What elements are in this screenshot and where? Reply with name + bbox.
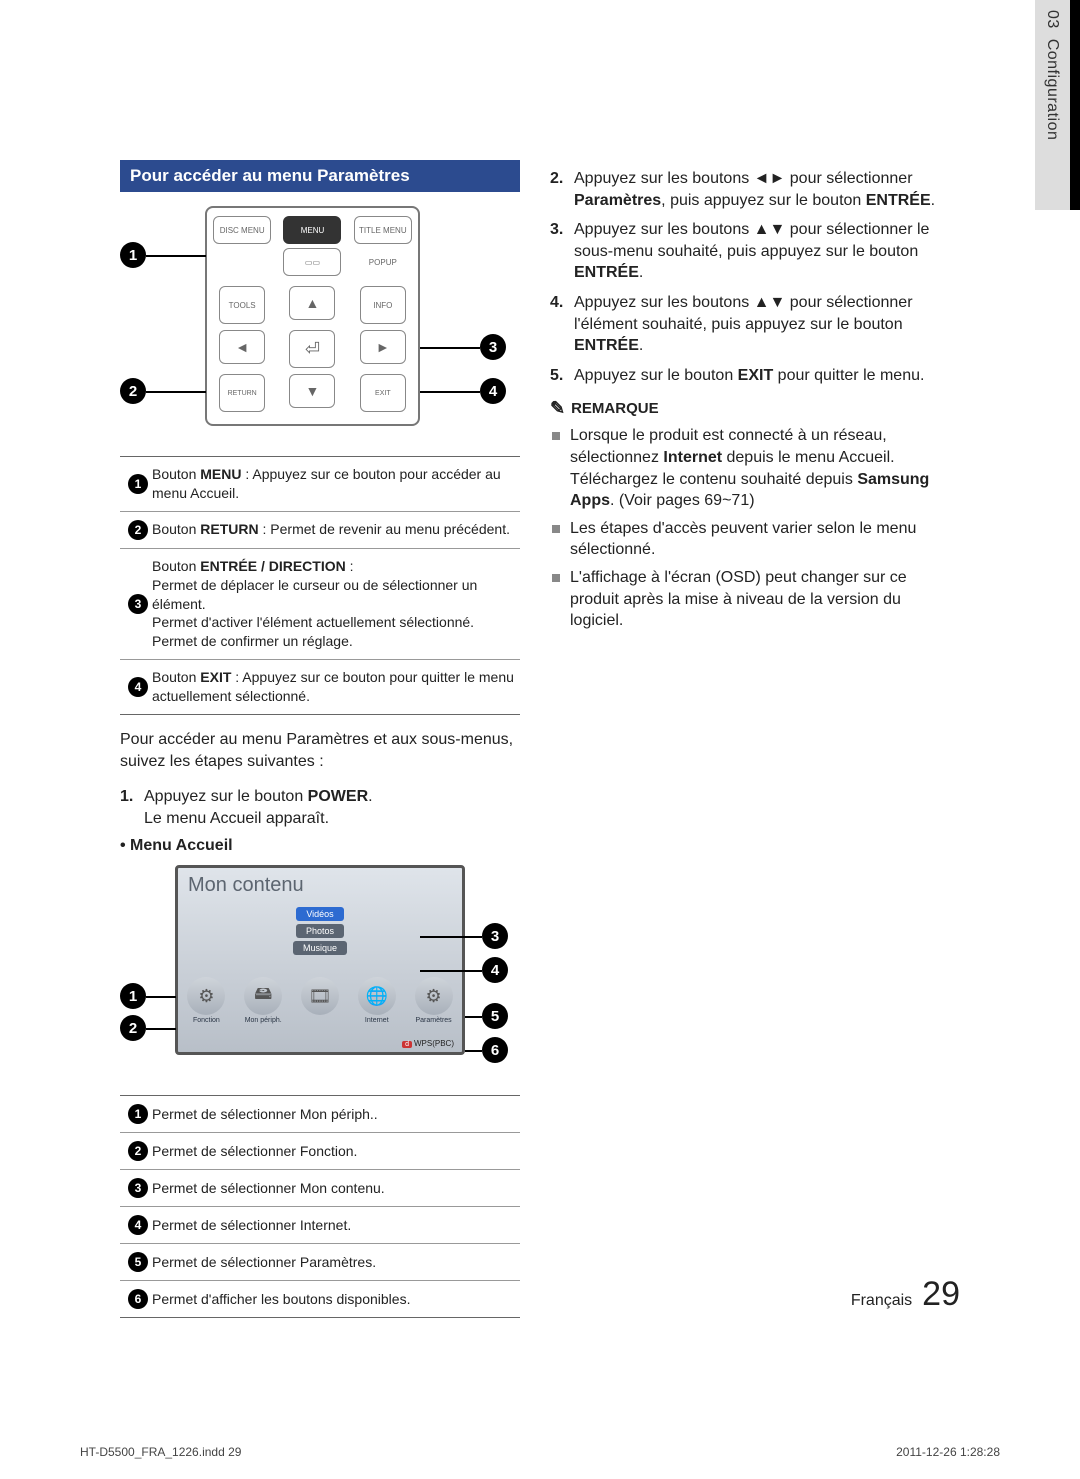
step-item: 2.Appuyez sur les boutons ◄► pour sélect… [550, 168, 950, 211]
remote-btn-down: ▼ [289, 374, 335, 408]
remote-btn-up: ▲ [289, 286, 335, 320]
page-content: Pour accéder au menu Paramètres DISC MEN… [120, 120, 960, 1340]
menu-accueil-label: • Menu Accueil [120, 837, 520, 855]
doc-footer: HT-D5500_FRA_1226.indd 29 2011-12-26 1:2… [80, 1445, 1000, 1459]
remarque-heading: ✎ REMARQUE [550, 398, 950, 419]
legend-row: 2Bouton RETURN : Permet de revenir au me… [120, 512, 520, 549]
legend-row: 1Permet de sélectionner Mon périph.. [120, 1096, 520, 1133]
intro-paragraph: Pour accéder au menu Paramètres et aux s… [120, 729, 520, 772]
left-column: Pour accéder au menu Paramètres DISC MEN… [120, 160, 520, 1318]
tv-screen: Mon contenu Vidéos Photos Musique ⚙Fonct… [175, 865, 465, 1055]
remote-box: DISC MENU MENU TITLE MENU ▭▭ POPUP TOOLS… [205, 206, 420, 426]
remote-btn-tools: TOOLS [219, 286, 265, 324]
legend-row: 1Bouton MENU : Appuyez sur ce bouton pou… [120, 457, 520, 512]
step-item: 3.Appuyez sur les boutons ▲▼ pour sélect… [550, 219, 950, 284]
tv-pill-photos: Photos [296, 924, 344, 938]
section-title-bar: Pour accéder au menu Paramètres [120, 160, 520, 192]
tv-icon: ⚙Fonction [185, 977, 227, 1024]
tv-callout-2: 2 [120, 1015, 146, 1041]
tv-icon: 🖴Mon périph. [242, 977, 284, 1024]
legend-row: 4Permet de sélectionner Internet. [120, 1207, 520, 1244]
note-item: Les étapes d'accès peuvent varier selon … [550, 518, 950, 561]
remote-btn-return: RETURN [219, 374, 265, 412]
remote-callout-2: 2 [120, 378, 146, 404]
side-tab-text: 03 Configuration [1043, 10, 1061, 140]
remote-callout-3: 3 [480, 334, 506, 360]
page-footer: Français 29 [851, 1275, 960, 1314]
remote-btn-left: ◄ [219, 330, 265, 364]
tv-icon: ⚙Paramètres [413, 977, 455, 1024]
remote-btn-info: INFO [360, 286, 406, 324]
tv-pills: Vidéos Photos Musique [178, 907, 462, 955]
footer-lang: Français [851, 1292, 912, 1310]
tv-callout-4: 4 [482, 957, 508, 983]
legend-row: 5Permet de sélectionner Paramètres. [120, 1244, 520, 1281]
remote-btn-exit: EXIT [360, 374, 406, 412]
note-item: L'affichage à l'écran (OSD) peut changer… [550, 567, 950, 632]
remote-diagram: DISC MENU MENU TITLE MENU ▭▭ POPUP TOOLS… [120, 206, 520, 436]
tv-icon: 🌐Internet [356, 977, 398, 1024]
footer-page-number: 29 [922, 1275, 960, 1314]
remote-btn-menu: MENU [283, 216, 341, 244]
tv-callout-6: 6 [482, 1037, 508, 1063]
remote-btn-discmenu: DISC MENU [213, 216, 271, 244]
tv-legend-table: 1Permet de sélectionner Mon périph..2Per… [120, 1095, 520, 1318]
legend-row: 2Permet de sélectionner Fonction. [120, 1133, 520, 1170]
tv-diagram: Mon contenu Vidéos Photos Musique ⚙Fonct… [120, 865, 520, 1075]
tv-callout-3: 3 [482, 923, 508, 949]
right-column: 2.Appuyez sur les boutons ◄► pour sélect… [550, 160, 950, 638]
side-tab: 03 Configuration [1035, 0, 1080, 210]
tv-bottom-bar: dWPS(PBC) [402, 1039, 454, 1048]
doc-footer-right: 2011-12-26 1:28:28 [896, 1445, 1000, 1459]
remote-btn-home-icon: ▭▭ [283, 248, 341, 276]
note-icon: ✎ [550, 398, 565, 419]
tv-callout-5: 5 [482, 1003, 508, 1029]
tv-title: Mon contenu [178, 868, 462, 903]
tv-pill-musique: Musique [293, 941, 347, 955]
tv-icon-row: ⚙Fonction 🖴Mon périph. 🎞 🌐Internet ⚙Paramètr… [178, 977, 462, 1024]
tv-icon: 🎞 [299, 977, 341, 1024]
steps-right: 2.Appuyez sur les boutons ◄► pour sélect… [550, 168, 950, 386]
step-item: 4.Appuyez sur les boutons ▲▼ pour sélect… [550, 292, 950, 357]
legend-row: 4Bouton EXIT : Appuyez sur ce bouton pou… [120, 660, 520, 715]
tv-pill-videos: Vidéos [296, 907, 343, 921]
note-item: Lorsque le produit est connecté à un rés… [550, 425, 950, 511]
remote-legend-table: 1Bouton MENU : Appuyez sur ce bouton pou… [120, 456, 520, 715]
remarque-notes: Lorsque le produit est connecté à un rés… [550, 425, 950, 631]
legend-row: 3Bouton ENTRÉE / DIRECTION :Permet de dé… [120, 549, 520, 660]
step-item: 5.Appuyez sur le bouton EXIT pour quitte… [550, 365, 950, 387]
remote-callout-4: 4 [480, 378, 506, 404]
remote-btn-titlemenu: TITLE MENU [354, 216, 412, 244]
doc-footer-left: HT-D5500_FRA_1226.indd 29 [80, 1445, 241, 1459]
legend-row: 3Permet de sélectionner Mon contenu. [120, 1170, 520, 1207]
remote-btn-enter: ⏎ [289, 330, 335, 368]
remote-btn-right: ► [360, 330, 406, 364]
legend-row: 6Permet d'afficher les boutons disponibl… [120, 1281, 520, 1318]
tv-callout-1: 1 [120, 983, 146, 1009]
remote-callout-1: 1 [120, 242, 146, 268]
step-1: 1. Appuyez sur le bouton POWER.Le menu A… [120, 786, 520, 829]
steps-left: 1. Appuyez sur le bouton POWER.Le menu A… [120, 786, 520, 829]
remote-btn-popup: POPUP [354, 248, 412, 276]
